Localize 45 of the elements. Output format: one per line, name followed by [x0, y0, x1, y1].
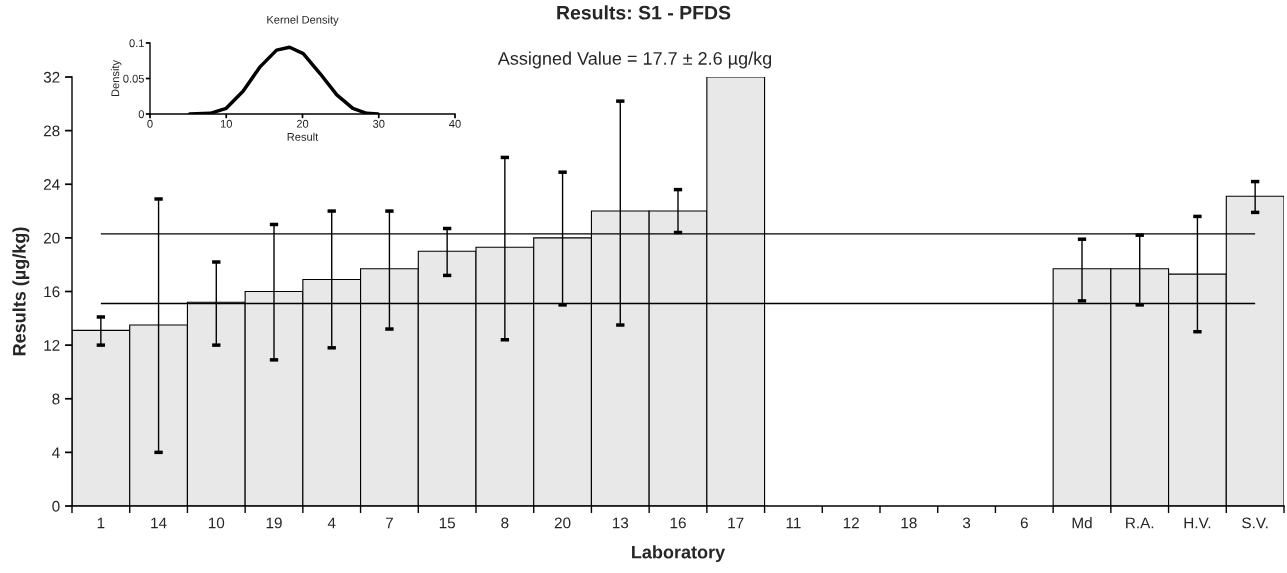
- x-tick-label: 30: [372, 119, 385, 128]
- x-tick-label: 1: [97, 517, 105, 529]
- y-tick-label: 0.05: [123, 74, 144, 83]
- y-tick-label: 4: [52, 447, 60, 458]
- y-tick-label: 0: [138, 110, 145, 119]
- x-tick-label: 3: [962, 517, 971, 529]
- y-axis-title: Results (µg/kg): [12, 227, 30, 356]
- y-tick-label: 32: [43, 71, 60, 83]
- x-tick-label: 19: [266, 517, 282, 529]
- x-tick-label: 20: [554, 517, 571, 529]
- y-tick-label: 20: [43, 232, 60, 244]
- y-tick-label: 28: [43, 125, 60, 137]
- x-tick-label: 7: [385, 517, 393, 529]
- x-tick-label: 18: [901, 517, 917, 529]
- x-tick-label: Md: [1072, 517, 1092, 529]
- x-tick-label: R.A.: [1126, 517, 1154, 529]
- x-tick-label: H.V.: [1184, 517, 1211, 529]
- y-tick-label: 16: [44, 286, 60, 298]
- x-tick-label: 10: [220, 119, 232, 128]
- x-tick-label: 16: [670, 517, 686, 529]
- x-tick-label: 17: [728, 517, 744, 529]
- x-tick-label: 15: [439, 517, 455, 529]
- x-axis-title: Result: [287, 132, 319, 141]
- x-axis-title: Laboratory: [632, 545, 726, 563]
- chart-title: Results: S1 - PFDS: [557, 5, 731, 20]
- y-axis-title: Density: [111, 60, 122, 97]
- x-tick-label: 10: [208, 517, 225, 529]
- x-tick-label: 13: [612, 517, 629, 529]
- x-tick-label: 20: [296, 119, 309, 128]
- y-tick-label: 24: [43, 179, 60, 190]
- x-tick-label: 4: [327, 517, 336, 529]
- y-tick-label: 12: [44, 339, 60, 351]
- chart-subtitle: Assigned Value = 17.7 ± 2.6 µg/kg: [497, 51, 772, 69]
- x-tick-label: 8: [501, 517, 509, 529]
- chart-title: Kernel Density: [267, 15, 339, 26]
- x-tick-label: 11: [786, 517, 801, 529]
- y-tick-label: 8: [52, 393, 60, 405]
- y-tick-label: 0: [52, 500, 60, 512]
- x-tick-label: 14: [151, 517, 167, 529]
- x-tick-label: 6: [1020, 517, 1028, 529]
- x-tick-label: 12: [843, 517, 859, 529]
- x-tick-label: S.V.: [1242, 517, 1268, 529]
- x-tick-label: 0: [147, 119, 153, 128]
- y-tick-label: 0.1: [129, 39, 144, 48]
- x-tick-label: 40: [449, 119, 461, 128]
